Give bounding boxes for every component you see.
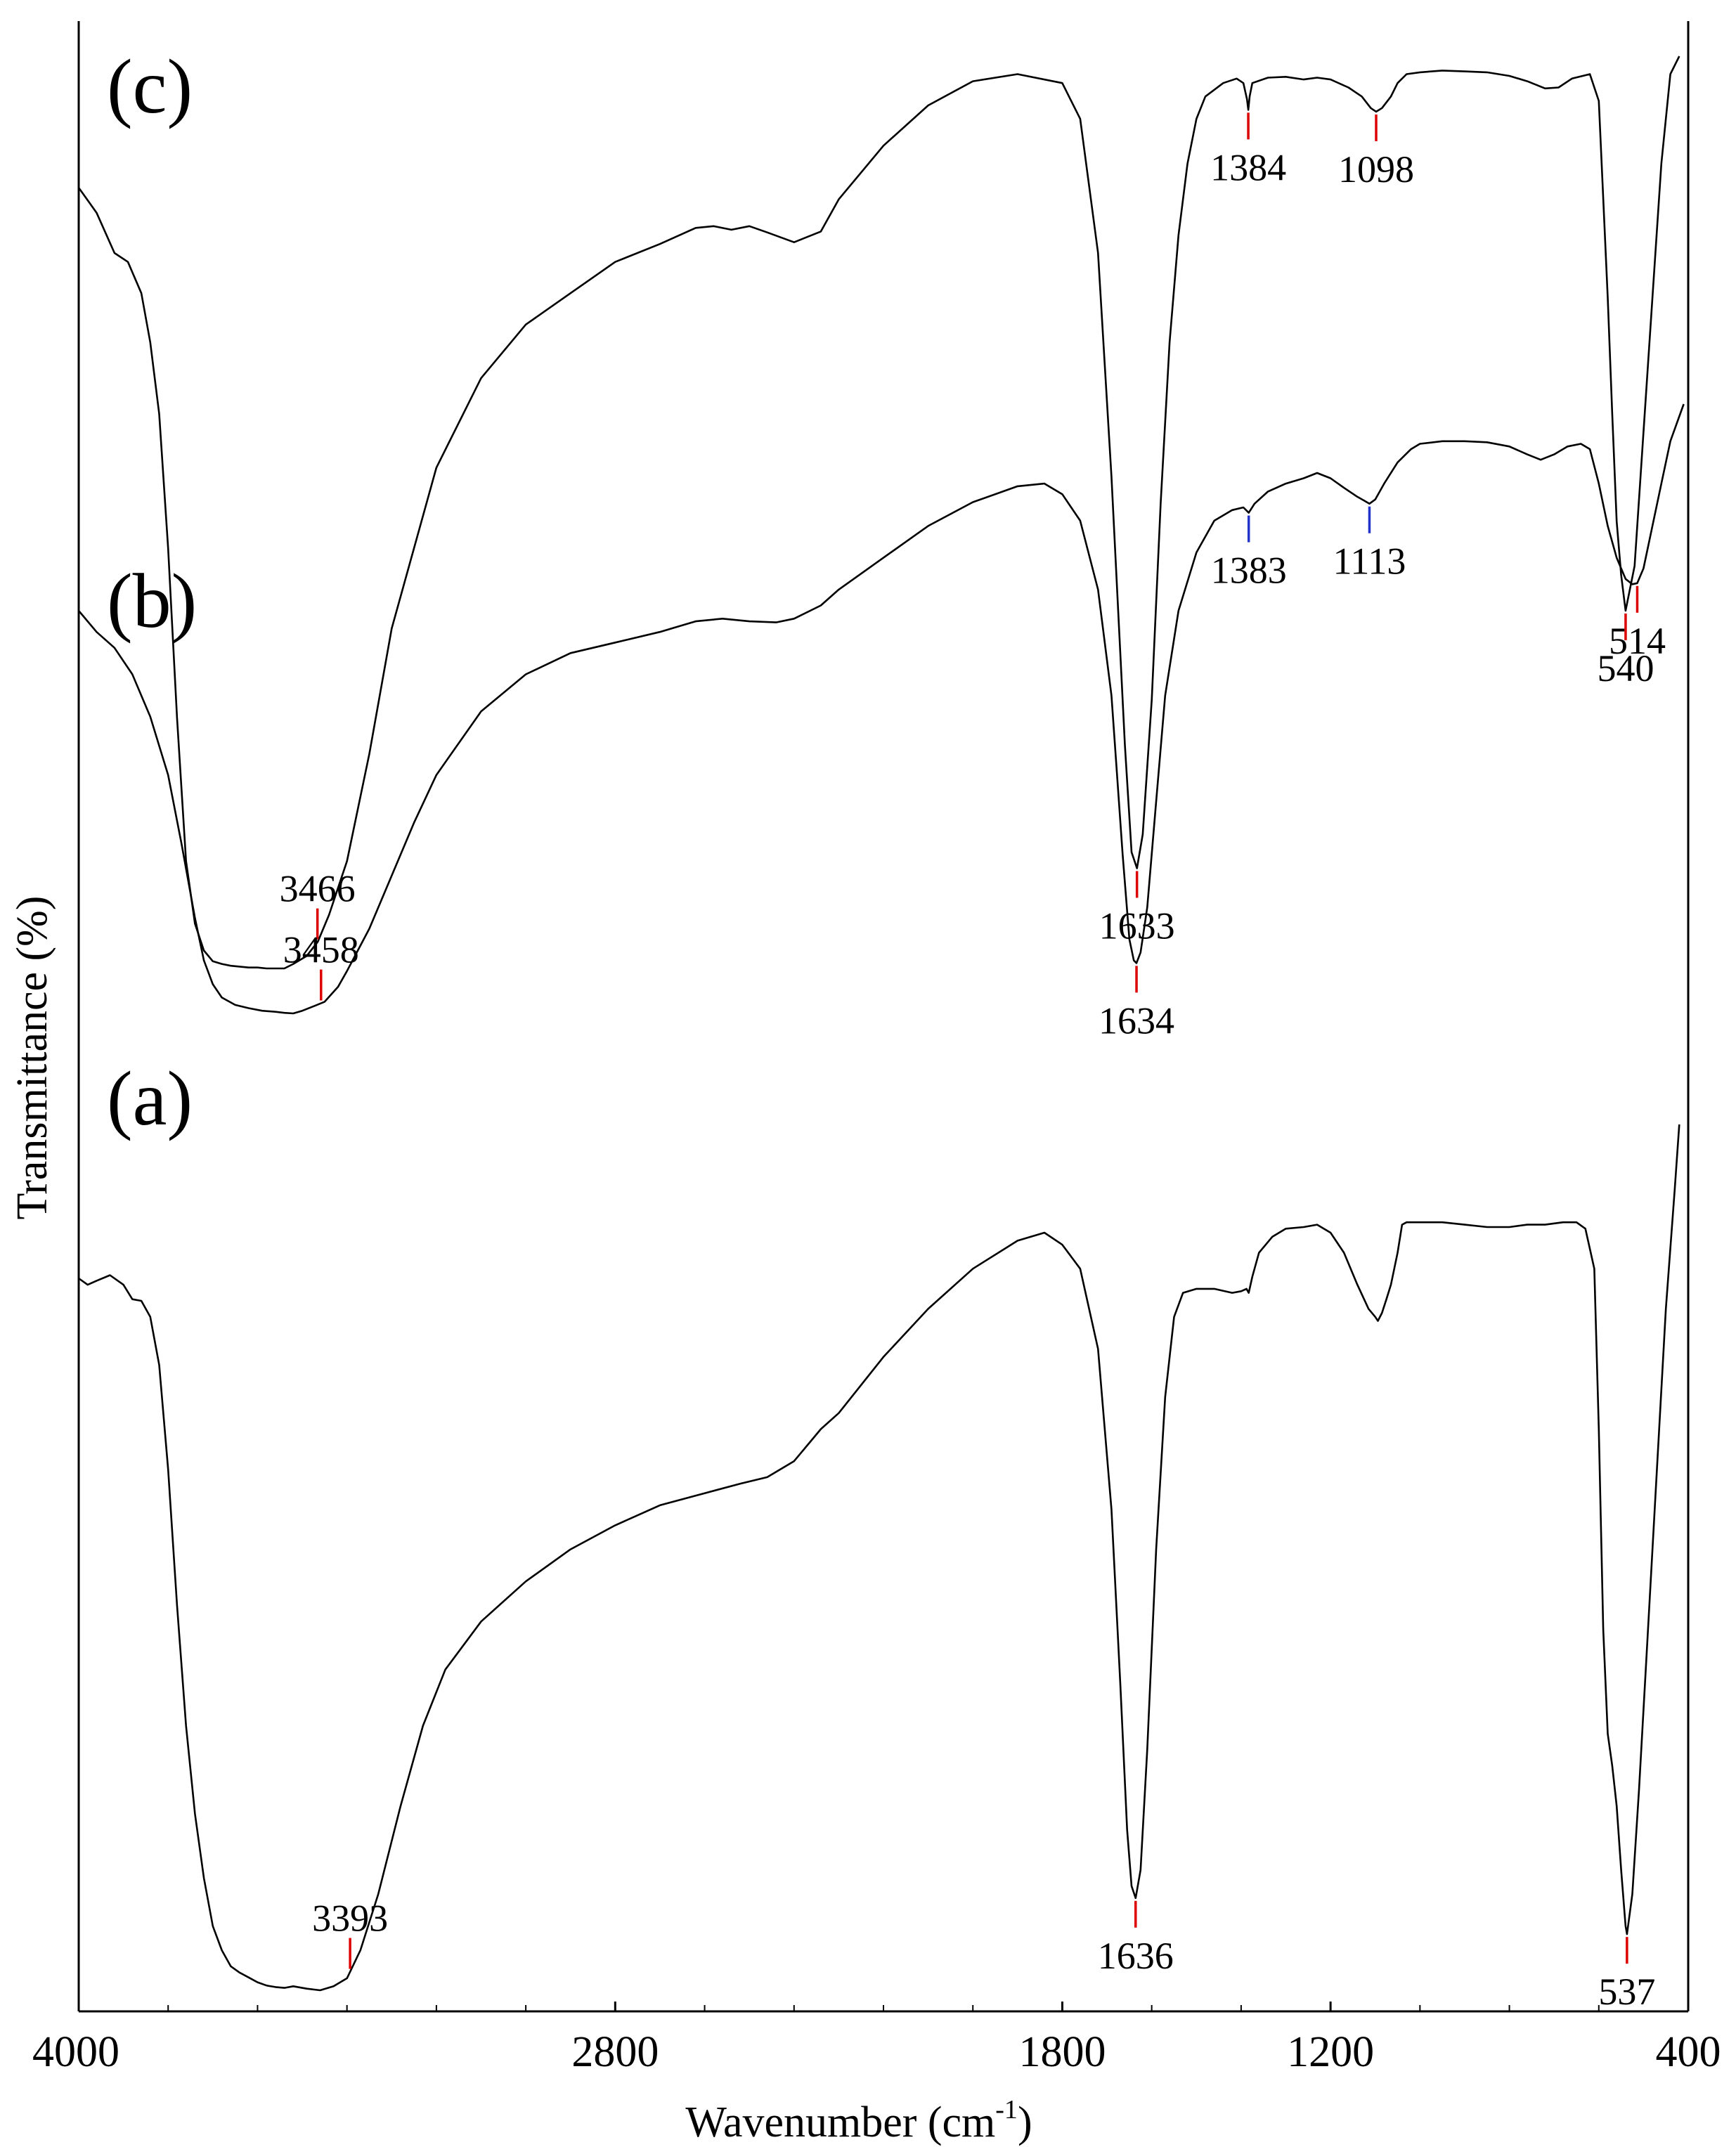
x-tick-label: 1200: [1287, 2028, 1374, 2076]
series-label: (b): [107, 558, 197, 644]
series-line-b: [78, 403, 1685, 1015]
x-axis-title-close: ): [1018, 2099, 1032, 2146]
x-axis-title: Wavenumber (cm-1): [685, 2095, 1032, 2146]
series-label: (a): [107, 1056, 193, 1141]
x-tick-label: 2800: [571, 2028, 659, 2076]
peak-label: 1636: [1098, 1935, 1174, 1977]
x-axis-title-main: Wavenumber (cm: [685, 2099, 995, 2146]
x-tick-label: 4000: [32, 2028, 119, 2076]
spectra: [77, 56, 1685, 1992]
x-axis-tick-labels: 4000 2800 1800 1200 400: [32, 2028, 1721, 2076]
peak-annotations: 1633 1384 1098 540 3466 3458 1634 1383 1113 514 33…: [280, 112, 1666, 2013]
peak-label: 3393: [312, 1898, 388, 1940]
peak-label: 537: [1598, 1971, 1655, 2013]
x-axis-title-sup: -1: [995, 2095, 1018, 2125]
x-tick-label: 1800: [1018, 2028, 1106, 2076]
peak-label: 540: [1597, 647, 1654, 689]
peak-label: 1633: [1099, 904, 1175, 947]
peak-label: 3466: [280, 868, 356, 910]
x-tick-label: 400: [1656, 2028, 1721, 2076]
series-line-a: [78, 1124, 1680, 1992]
x-axis-ticks: [77, 2002, 1690, 2011]
series-labels: (c) (b) (a): [107, 44, 197, 1141]
series-line-c: [77, 56, 1680, 970]
series-label: (c): [107, 44, 193, 129]
peak-label: 1634: [1099, 999, 1174, 1042]
y-axis-title: Transmittance (%): [8, 896, 56, 1220]
peak-label: 1383: [1211, 550, 1287, 592]
peak-label: 514: [1609, 620, 1666, 662]
peak-label: 3458: [283, 929, 359, 971]
peak-label: 1098: [1338, 148, 1414, 190]
peak-label: 1113: [1333, 540, 1406, 583]
peak-label: 1384: [1210, 146, 1286, 188]
